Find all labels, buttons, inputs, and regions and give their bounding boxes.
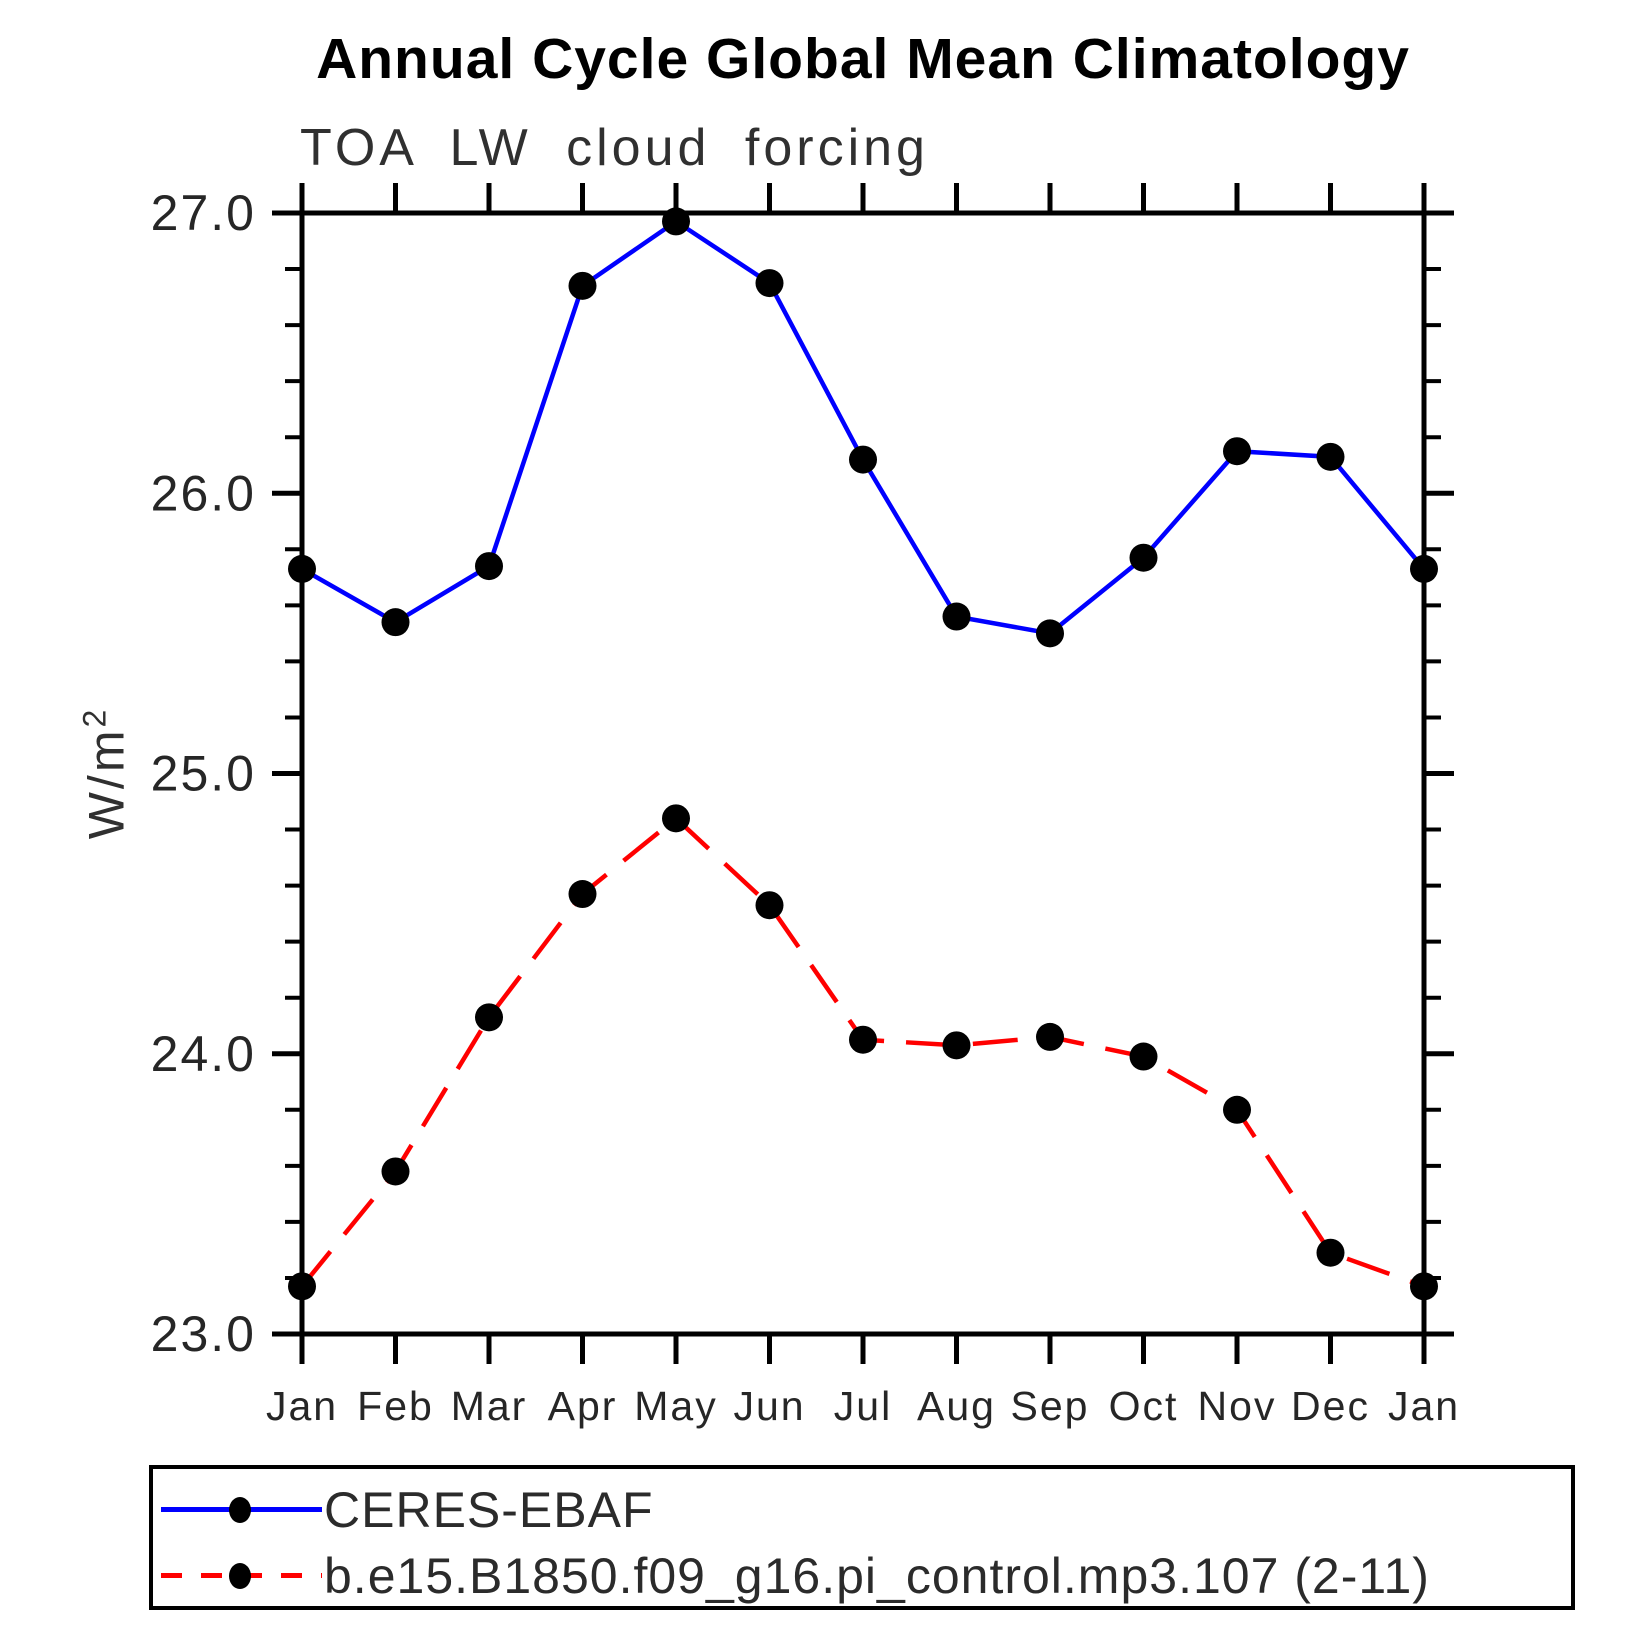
data-point	[568, 880, 597, 909]
data-point	[1036, 619, 1064, 648]
data-point	[381, 1157, 410, 1186]
x-tick-label: Mar	[451, 1383, 528, 1429]
x-tick-label: Dec	[1291, 1383, 1370, 1429]
data-point	[288, 1272, 316, 1301]
data-point	[662, 804, 690, 833]
legend: CERES-EBAF b.e15.B1850.f09_g16.pi_contro…	[149, 1465, 1575, 1610]
plot-border	[299, 210, 1427, 1337]
legend-marker-ceres	[229, 1497, 251, 1523]
x-tick-label: Feb	[357, 1383, 434, 1429]
y-tick-label: 23.0	[151, 1306, 256, 1362]
y-tick-label: 25.0	[151, 746, 256, 802]
data-point	[1316, 1238, 1345, 1267]
data-point	[1223, 1095, 1251, 1124]
data-point	[662, 207, 690, 236]
data-point	[1410, 554, 1438, 583]
data-point	[475, 552, 503, 581]
data-point	[849, 1025, 877, 1054]
x-tick-label: Oct	[1109, 1383, 1179, 1429]
data-point	[1223, 437, 1251, 466]
data-point	[381, 608, 410, 637]
x-axis-ticks	[299, 183, 1427, 1364]
data-point	[755, 269, 784, 298]
legend-label-model: b.e15.B1850.f09_g16.pi_control.mp3.107 (…	[324, 1548, 1430, 1604]
data-point	[849, 445, 877, 474]
x-tick-label: Apr	[548, 1383, 618, 1429]
data-point	[755, 891, 784, 920]
data-point	[475, 1003, 503, 1032]
data-point	[1316, 442, 1345, 471]
series-line-0	[300, 218, 1426, 636]
data-point	[568, 271, 597, 300]
data-point	[1410, 1272, 1438, 1301]
x-tick-label: Jun	[733, 1383, 805, 1429]
data-point	[942, 602, 971, 631]
y-tick-label: 24.0	[151, 1026, 256, 1082]
data-point	[942, 1031, 971, 1060]
y-tick-label: 26.0	[151, 465, 256, 521]
x-tick-label: Sep	[1011, 1383, 1090, 1429]
y-axis-ticks	[272, 210, 1454, 1337]
data-point	[1036, 1022, 1064, 1051]
legend-label-ceres: CERES-EBAF	[324, 1482, 654, 1538]
x-tick-label: Jan	[266, 1383, 338, 1429]
y-tick-labels: 27.0 26.0 25.0 24.0 23.0	[151, 185, 256, 1362]
y-tick-label: 27.0	[151, 185, 256, 241]
x-tick-label: Aug	[917, 1383, 996, 1429]
series-markers-0	[288, 207, 1438, 648]
data-point	[1129, 543, 1158, 572]
x-tick-label: May	[634, 1383, 717, 1429]
x-tick-labels: Jan Feb Mar Apr May Jun Jul Aug Sep Oct Nov Dec Jan	[266, 1383, 1460, 1429]
x-tick-label: Nov	[1198, 1383, 1277, 1429]
x-tick-label: Jan	[1388, 1383, 1460, 1429]
chart-subtitle: TOA LW cloud forcing	[300, 119, 929, 177]
data-point	[1129, 1042, 1158, 1071]
chart-title: Annual Cycle Global Mean Climatology	[316, 27, 1410, 91]
data-point	[288, 554, 316, 583]
x-tick-label: Jul	[834, 1383, 892, 1429]
series-markers-1	[288, 804, 1438, 1301]
legend-marker-model	[229, 1563, 251, 1589]
